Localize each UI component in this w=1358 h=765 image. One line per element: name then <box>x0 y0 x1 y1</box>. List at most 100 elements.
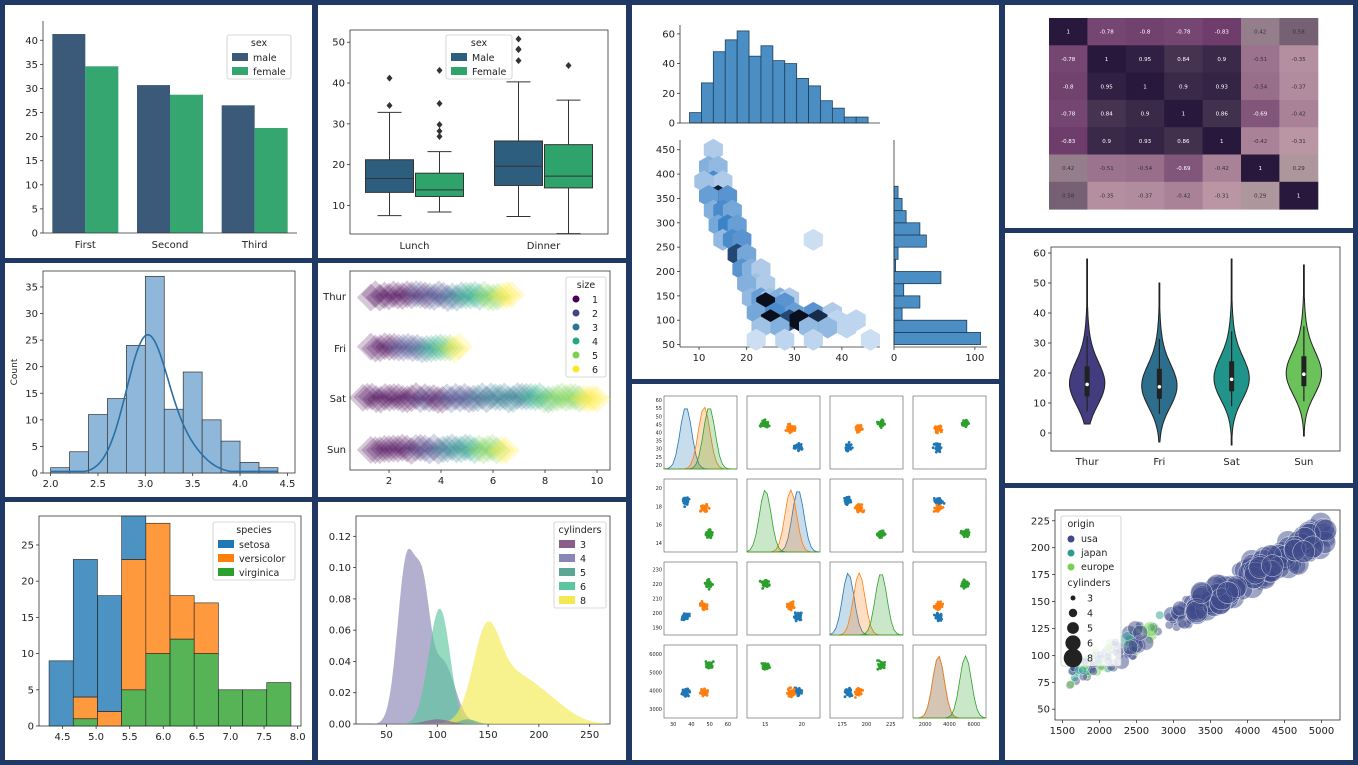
diamond-point <box>415 384 444 413</box>
cell-label: 1 <box>1182 112 1186 118</box>
heat-cell <box>1125 99 1165 128</box>
hist-bar <box>808 85 821 124</box>
diamond-point <box>374 282 403 311</box>
scatter-point <box>796 611 800 615</box>
scatter-point <box>763 418 767 422</box>
legend-marker <box>1063 648 1083 668</box>
y-tick-label: 10 <box>21 649 34 660</box>
x-tick-label: Sun <box>1294 457 1313 468</box>
diamond-point <box>487 436 516 465</box>
panel-strip-plot: Thur Fri Sat Sun 2 4 6 8 10 size 1 2 3 4 5 6 <box>318 263 626 497</box>
legend-title: sex <box>251 38 268 49</box>
legend-label: usa <box>1081 534 1098 545</box>
scatter-point <box>856 503 860 506</box>
y-tick-label: Sat <box>330 394 346 405</box>
diamond-point <box>460 436 489 465</box>
cell-label: 0.9 <box>1141 112 1150 118</box>
legend-swatch <box>559 554 575 562</box>
legend-marker <box>1067 549 1075 557</box>
diamond-point <box>492 436 520 465</box>
cell-label: 0.9 <box>1179 84 1188 90</box>
correlation-heatmap: 1 -0.78 -0.8 -0.78 -0.83 0.42 0.58 -0.78 1 0.95 0.… <box>1049 18 1319 210</box>
hist-bar <box>689 112 702 124</box>
y-tick-label: 50 <box>656 414 662 420</box>
diamond-point <box>426 333 455 362</box>
scatter-point <box>934 450 938 454</box>
scatter-point <box>941 506 945 509</box>
x-tick-label: 6.5 <box>189 732 205 743</box>
cell-label: -0.42 <box>1291 112 1305 118</box>
heat-cell <box>1241 154 1280 183</box>
subplot-frame <box>746 561 821 636</box>
legend-label: male <box>253 53 277 64</box>
kde-area <box>913 654 987 719</box>
diamond-point <box>407 335 436 364</box>
bar-chart: First Second Third 0 5 10 15 20 25 30 35 40 sex male f… <box>25 21 297 251</box>
cell-label: -0.42 <box>1253 139 1267 145</box>
y-tick-label: 400 <box>656 170 675 181</box>
hist-bar <box>893 283 905 297</box>
hist-bar <box>97 595 122 712</box>
heat-cell <box>1202 154 1242 183</box>
diamond-point <box>454 385 483 414</box>
scatter-point <box>682 496 686 500</box>
scatter-point <box>686 693 690 696</box>
scatter-point <box>879 419 883 423</box>
x-tick-label: 225 <box>886 722 896 728</box>
hist-bar <box>893 246 899 260</box>
cell-label: 0.29 <box>1254 193 1267 199</box>
y-tick-label: 20 <box>25 132 38 143</box>
y-tick-label: 0 <box>32 229 38 240</box>
scatter-point <box>937 602 941 606</box>
diamond-point <box>412 334 441 363</box>
heat-cell <box>1202 45 1242 74</box>
heat-cell <box>1087 99 1127 128</box>
scatter-point <box>798 616 801 619</box>
legend-swatch <box>232 67 248 75</box>
bubble-point <box>1132 624 1148 641</box>
bar <box>254 127 288 233</box>
cell-label: -0.83 <box>1061 139 1076 145</box>
bubble-point <box>1122 639 1139 656</box>
y-axis-label: Count <box>10 358 20 385</box>
y-tick-label: 40 <box>662 59 675 70</box>
y-tick-label: 18 <box>656 504 662 510</box>
diamond-point <box>406 433 435 462</box>
scatter-point <box>937 449 940 453</box>
outlier <box>515 57 522 65</box>
y-tick-label: 0.02 <box>329 688 351 699</box>
y-tick-label: 10 <box>25 415 38 426</box>
y-tick-label: 350 <box>656 194 675 205</box>
diamond-point <box>516 382 545 411</box>
scatter-point <box>883 532 887 536</box>
diamond-point <box>371 383 400 412</box>
scatter-point <box>789 686 792 690</box>
hist-bar <box>97 711 122 727</box>
scatter-point <box>707 587 711 591</box>
y-tick-label: 25 <box>25 336 38 347</box>
scatter-point <box>966 420 969 424</box>
panel-histogram-kde: 0 5 10 15 20 25 30 35 2.0 2.5 3.0 3.5 4.0 4.5 Count <box>5 263 312 497</box>
outlier <box>386 74 393 82</box>
cell-label: -0.54 <box>1253 84 1268 90</box>
y-tick-label: 40 <box>332 79 345 90</box>
hist-bar <box>145 653 171 727</box>
hist-bar <box>201 419 222 474</box>
scatter-point <box>700 505 704 509</box>
scatter-point <box>680 617 684 621</box>
scatter-point <box>881 533 885 537</box>
cell-label: -0.78 <box>1061 112 1076 118</box>
scatter-point <box>938 426 942 429</box>
scatter-point <box>938 499 942 503</box>
diamond-point <box>497 280 526 309</box>
box <box>365 159 414 193</box>
diamond-point <box>482 436 511 465</box>
scatter-point <box>796 691 799 694</box>
y-tick-label: 0 <box>32 469 38 480</box>
outlier <box>436 121 443 129</box>
bubble-point <box>1155 610 1165 620</box>
x-tick-label: 4000 <box>943 722 956 728</box>
hist-bar <box>169 638 195 727</box>
cell-label: -0.83 <box>1215 30 1230 36</box>
heat-cell <box>1202 181 1242 210</box>
